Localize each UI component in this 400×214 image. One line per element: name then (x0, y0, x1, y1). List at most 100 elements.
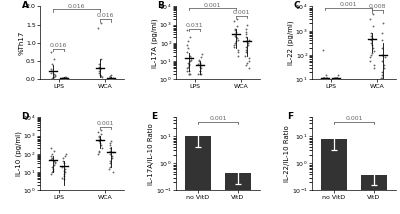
Point (48, 71, 54, 75)
Point (63, 152, 69, 156)
Point (107, 162, 113, 165)
Point (51, 58, 58, 61)
Point (94, 27, 101, 30)
Point (59, 176, 66, 179)
Point (107, 165, 113, 168)
Point (368, 31, 374, 35)
Point (59, 77, 66, 80)
Point (320, 76, 326, 79)
Point (380, 22, 386, 25)
Point (48, 154, 54, 158)
Point (323, 76, 329, 79)
Point (50, 169, 56, 172)
Point (60, 77, 67, 81)
Point (232, 40, 239, 43)
Text: F: F (287, 111, 293, 120)
Point (231, 20, 237, 23)
Point (96, 65, 102, 68)
Point (242, 30, 249, 34)
Point (110, 171, 116, 174)
Point (242, 27, 249, 30)
Point (97, 67, 104, 71)
Point (96, 71, 102, 75)
Point (195, 72, 202, 76)
Point (371, 49, 377, 52)
Point (232, 36, 239, 39)
Point (61, 169, 67, 172)
Point (51, 160, 58, 164)
Point (96, 141, 103, 145)
Text: 0.001: 0.001 (204, 3, 221, 7)
Point (96, 62, 102, 66)
Point (235, 38, 241, 42)
Point (61, 178, 67, 181)
Point (96, 140, 102, 143)
Point (61, 77, 67, 80)
Point (381, 63, 388, 67)
Point (187, 36, 194, 39)
Point (62, 76, 68, 79)
Point (243, 45, 249, 49)
Point (50, 163, 57, 167)
Point (96, 136, 102, 139)
Point (187, 56, 194, 60)
Point (379, 46, 386, 49)
Point (62, 167, 68, 171)
Point (107, 76, 114, 79)
Point (106, 75, 113, 78)
Point (96, 70, 102, 73)
Point (235, 49, 241, 52)
Point (60, 76, 66, 80)
Point (59, 165, 66, 168)
Point (332, 76, 338, 79)
Point (197, 69, 203, 73)
Point (320, 76, 326, 79)
Point (368, 42, 374, 45)
Point (60, 76, 66, 79)
Y-axis label: IL-17A/IL-10 Ratio: IL-17A/IL-10 Ratio (148, 123, 154, 185)
Point (48, 158, 54, 161)
Bar (185, 136, 211, 214)
Point (323, 73, 330, 77)
Text: 0.001: 0.001 (232, 10, 250, 15)
Text: 0.008: 0.008 (368, 4, 386, 9)
Point (62, 154, 68, 158)
Point (60, 172, 67, 176)
Point (186, 72, 192, 76)
Text: 0.001: 0.001 (340, 2, 357, 7)
Point (50, 75, 57, 78)
Point (378, 31, 385, 35)
Point (233, 30, 240, 34)
Point (186, 62, 192, 66)
Point (60, 156, 66, 160)
Point (379, 76, 386, 79)
Point (110, 151, 116, 154)
Point (232, 27, 238, 30)
Point (96, 138, 102, 141)
Text: B: B (158, 1, 164, 10)
Point (110, 76, 116, 80)
Point (96, 151, 102, 154)
Y-axis label: IL-22/IL-10 Ratio: IL-22/IL-10 Ratio (284, 126, 290, 182)
Point (196, 58, 202, 61)
Point (246, 67, 252, 70)
Point (48, 76, 55, 79)
Point (94, 131, 101, 134)
Point (320, 76, 327, 79)
Point (109, 156, 115, 160)
Point (184, 61, 191, 65)
Point (369, 36, 376, 40)
Point (51, 159, 57, 163)
Bar (321, 139, 347, 214)
Point (197, 61, 203, 65)
Text: 0.001: 0.001 (96, 121, 114, 126)
Point (368, 52, 375, 55)
Point (323, 76, 330, 79)
Point (370, 25, 376, 28)
Point (242, 54, 248, 57)
Point (197, 72, 203, 76)
Point (245, 41, 252, 45)
Point (109, 154, 116, 158)
Point (196, 69, 203, 73)
Point (379, 59, 386, 62)
